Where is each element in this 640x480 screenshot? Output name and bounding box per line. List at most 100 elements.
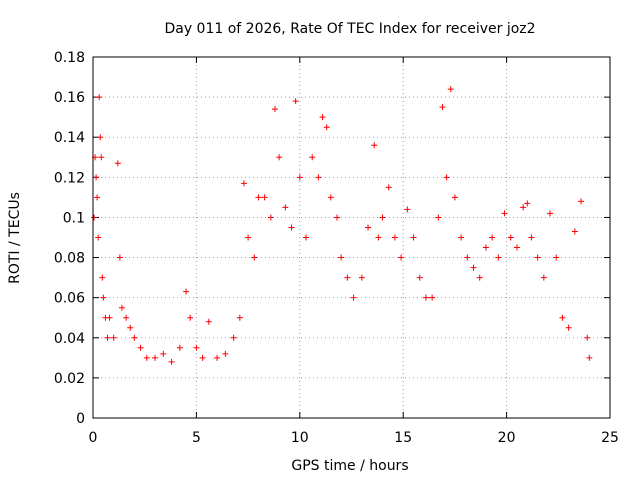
data-point	[578, 198, 585, 205]
data-point	[271, 106, 278, 113]
data-point	[379, 214, 386, 221]
data-point	[422, 294, 429, 301]
data-point	[137, 344, 144, 351]
data-point	[230, 334, 237, 341]
data-point	[391, 234, 398, 241]
data-point	[451, 194, 458, 201]
y-tick-label: 0.08	[54, 251, 85, 267]
x-tick-label: 25	[601, 430, 619, 446]
data-point	[464, 254, 471, 261]
data-point	[183, 288, 190, 295]
x-tick-label: 10	[291, 430, 309, 446]
data-point	[123, 314, 130, 321]
data-point	[116, 254, 123, 261]
data-point	[371, 142, 378, 149]
data-point	[398, 254, 405, 261]
data-point	[315, 174, 322, 181]
y-tick-label: 0.04	[54, 331, 85, 347]
y-tick-label: 0.1	[63, 210, 85, 226]
data-point	[482, 244, 489, 251]
data-point	[327, 194, 334, 201]
data-point	[131, 334, 138, 341]
data-point	[97, 134, 104, 141]
data-point	[338, 254, 345, 261]
x-axis-ticks: 0 5 10 15 20 25	[89, 57, 619, 446]
data-point	[365, 224, 372, 231]
data-point	[309, 154, 316, 161]
data-point	[93, 174, 100, 181]
data-point	[199, 354, 206, 361]
data-point	[513, 244, 520, 251]
data-point	[292, 98, 299, 105]
data-point	[334, 214, 341, 221]
data-point	[443, 174, 450, 181]
data-point	[127, 324, 134, 331]
data-point	[350, 294, 357, 301]
data-point	[410, 234, 417, 241]
data-point	[168, 358, 175, 365]
data-point	[429, 294, 436, 301]
x-tick-label: 20	[498, 430, 516, 446]
data-point	[540, 274, 547, 281]
data-point	[255, 194, 262, 201]
y-tick-label: 0.06	[54, 291, 85, 307]
plot-frame	[92, 56, 611, 419]
data-point	[91, 214, 98, 221]
data-point	[489, 234, 496, 241]
data-point	[404, 206, 411, 213]
data-point	[571, 228, 578, 235]
data-point	[267, 214, 274, 221]
data-point	[303, 234, 310, 241]
data-point	[96, 94, 103, 101]
data-point	[205, 318, 212, 325]
data-point	[534, 254, 541, 261]
x-tick-label: 5	[192, 430, 201, 446]
data-point	[118, 304, 125, 311]
data-point	[110, 334, 117, 341]
y-tick-label: 0	[76, 411, 85, 427]
data-point	[282, 204, 289, 211]
data-point	[458, 234, 465, 241]
data-point	[245, 234, 252, 241]
data-point	[547, 210, 554, 217]
data-point	[586, 354, 593, 361]
data-point	[99, 274, 106, 281]
data-point	[520, 204, 527, 211]
data-point	[375, 234, 382, 241]
data-point	[559, 314, 566, 321]
data-point	[176, 344, 183, 351]
data-point	[95, 234, 102, 241]
y-axis-label: ROTI / TECUs	[7, 192, 23, 284]
data-point	[236, 314, 243, 321]
data-point	[323, 124, 330, 131]
data-point	[222, 350, 229, 357]
x-axis-label: GPS time / hours	[291, 458, 408, 474]
data-point	[385, 184, 392, 191]
data-point	[106, 314, 113, 321]
data-point	[214, 354, 221, 361]
data-point	[114, 160, 121, 167]
data-point	[240, 180, 247, 187]
data-point	[495, 254, 502, 261]
data-point	[251, 254, 258, 261]
data-point	[187, 314, 194, 321]
data-point	[439, 104, 446, 111]
y-tick-label: 0.14	[54, 130, 85, 146]
data-point	[435, 214, 442, 221]
x-tick-label: 15	[394, 430, 412, 446]
data-point	[160, 350, 167, 357]
data-point	[104, 334, 111, 341]
data-points	[91, 86, 593, 365]
chart-title: Day 011 of 2026, Rate Of TEC Index for r…	[164, 21, 535, 37]
x-tick-label: 0	[89, 430, 98, 446]
data-point	[358, 274, 365, 281]
data-point	[296, 174, 303, 181]
data-point	[319, 114, 326, 121]
data-point	[528, 234, 535, 241]
y-axis-ticks: 0 0.02 0.04 0.06 0.08 0.1 0.12 0.14 0.16 0.18	[54, 50, 610, 427]
data-point	[98, 154, 105, 161]
data-point	[447, 86, 454, 93]
data-point	[100, 294, 107, 301]
data-point	[501, 210, 508, 217]
